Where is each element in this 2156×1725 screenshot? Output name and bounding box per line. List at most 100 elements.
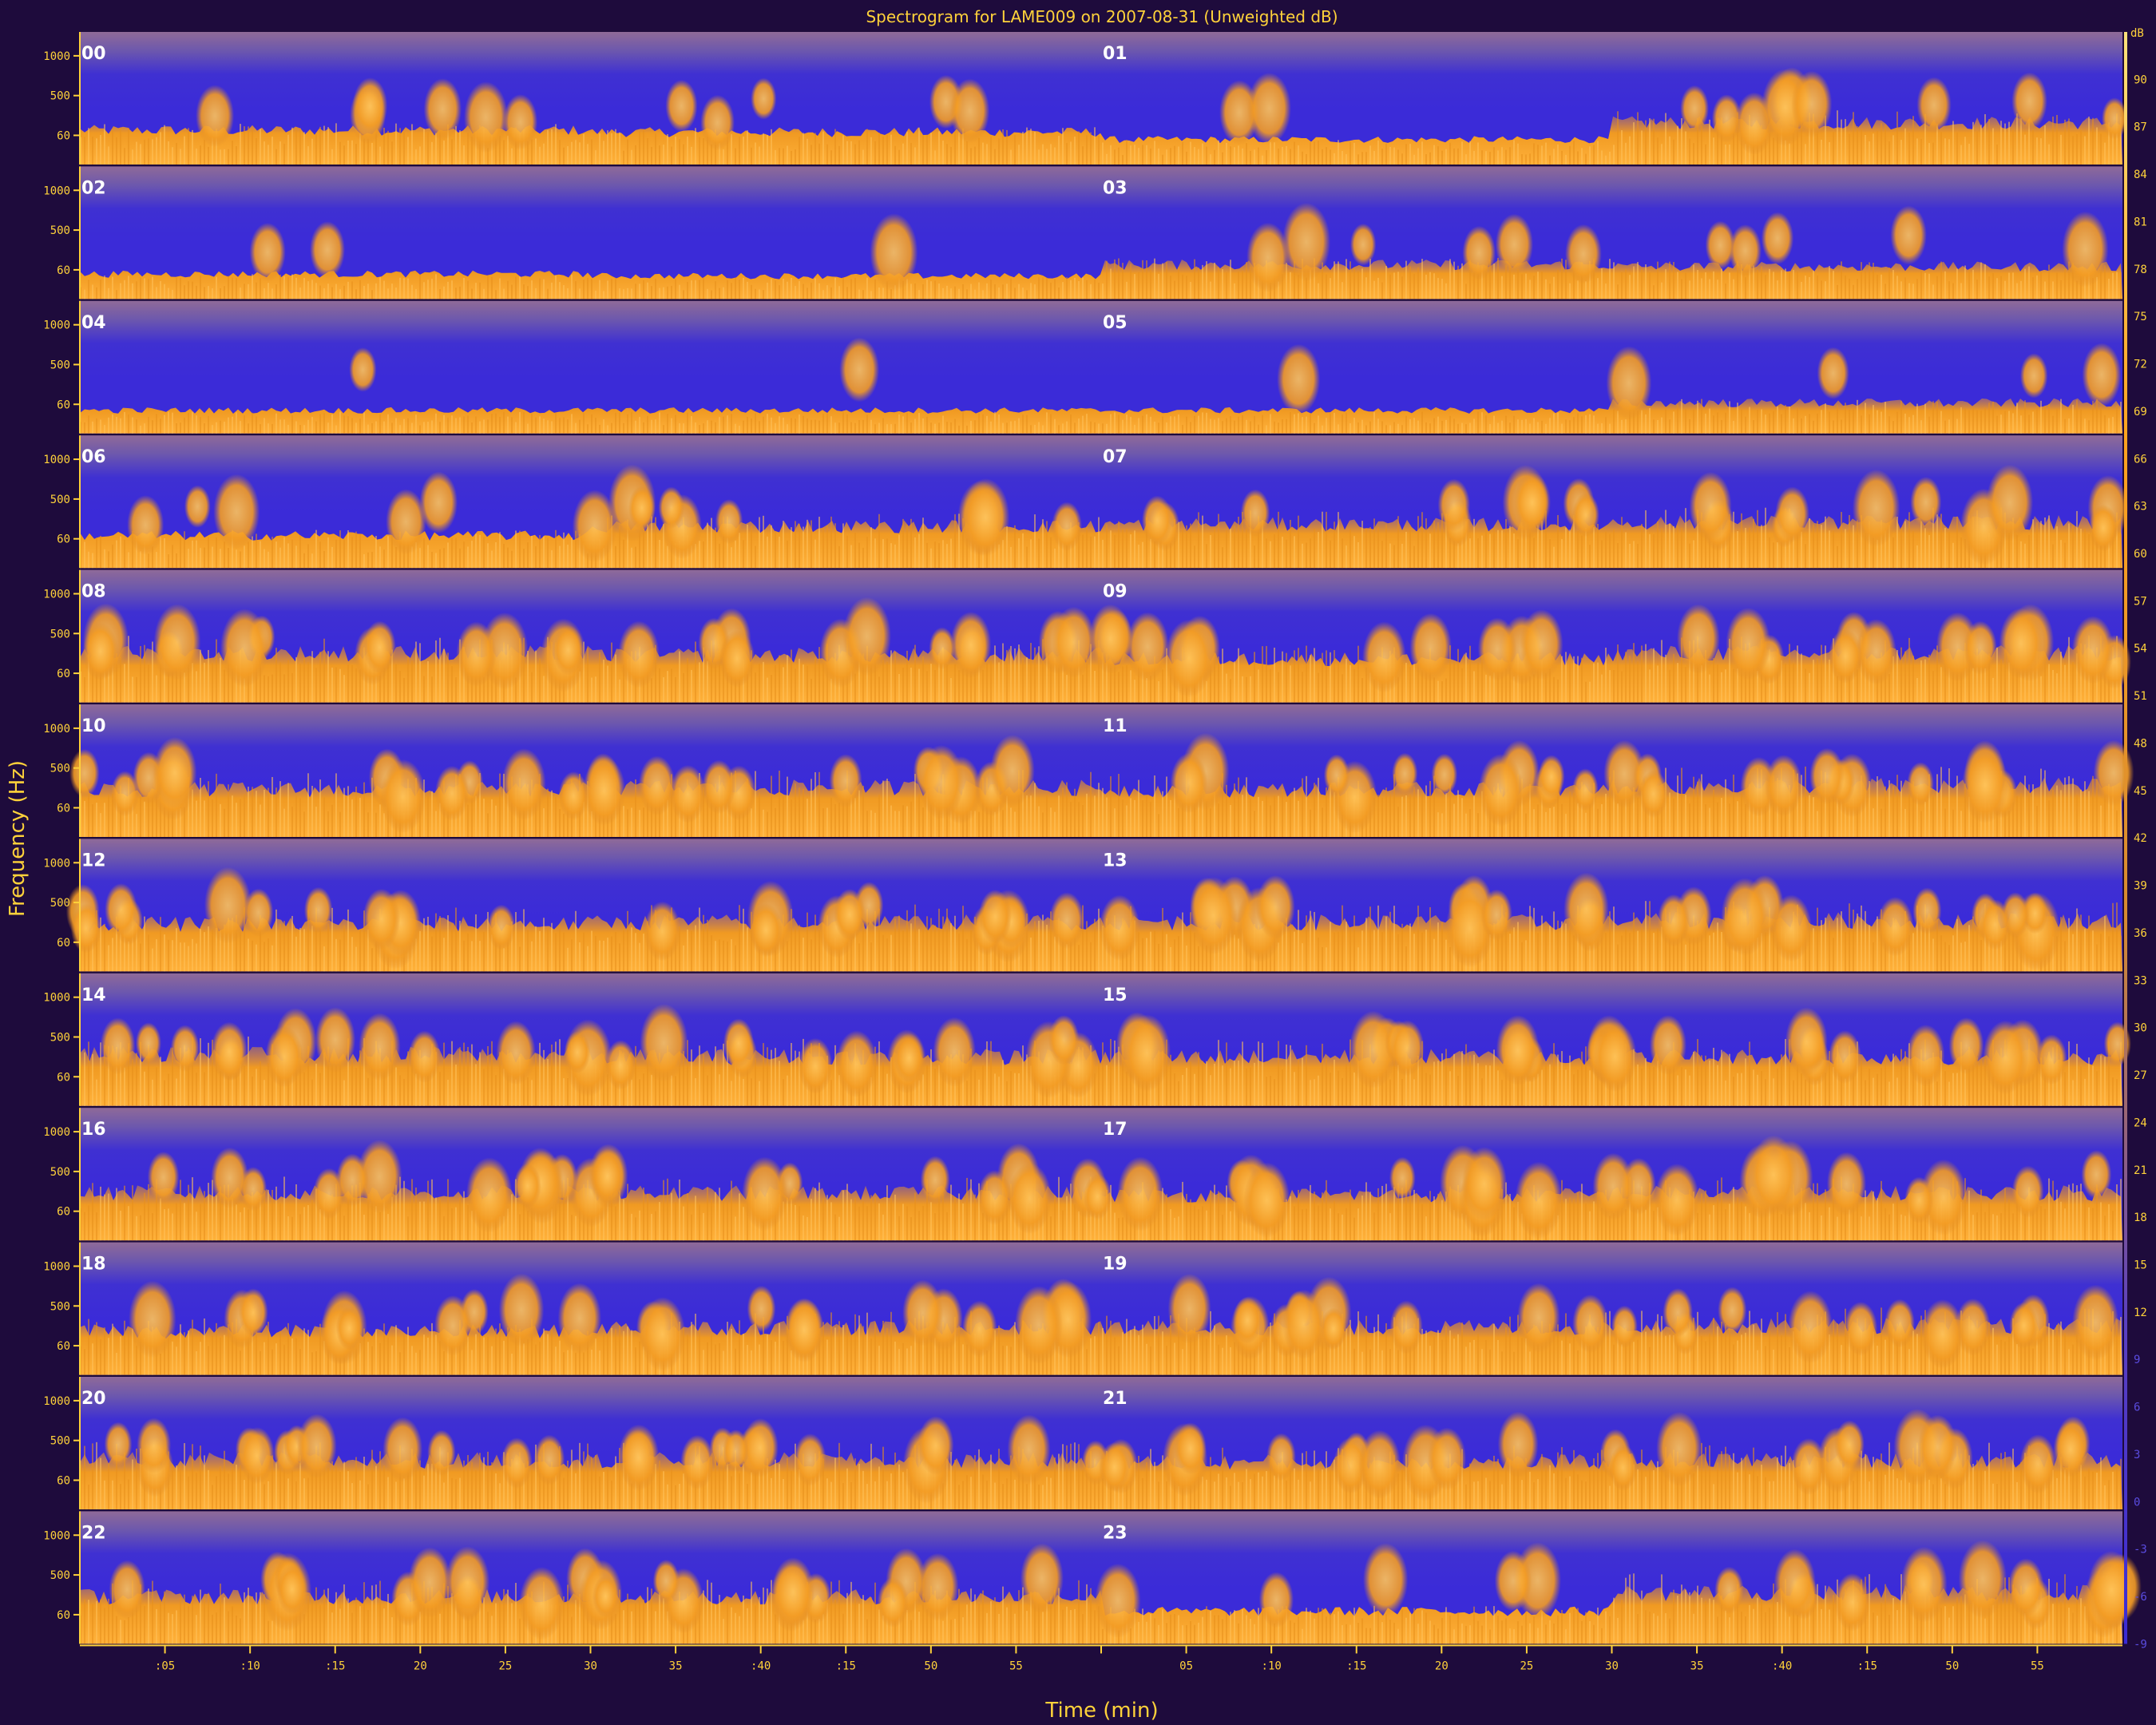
- energy-strand: [2064, 1208, 2066, 1241]
- energy-strand: [160, 537, 161, 569]
- energy-strand: [1437, 278, 1439, 299]
- energy-strand: [1290, 149, 1291, 165]
- burst-mark: [1392, 752, 1418, 795]
- energy-strand: [144, 139, 145, 165]
- energy-strand: [283, 808, 285, 837]
- energy-strand: [1054, 147, 1056, 165]
- energy-strand: [1194, 545, 1195, 569]
- energy-strand: [463, 541, 465, 569]
- energy-strand: [894, 145, 896, 165]
- energy-strand: [104, 425, 105, 434]
- energy-strand: [96, 1212, 97, 1241]
- energy-strand: [1401, 796, 1403, 837]
- energy-strand: [471, 137, 473, 165]
- energy-strand: [295, 127, 297, 165]
- energy-strand: [244, 545, 245, 569]
- energy-strand: [1162, 416, 1163, 434]
- energy-strand: [463, 1191, 465, 1241]
- energy-strand: [1517, 1201, 1519, 1241]
- energy-strand: [950, 923, 952, 972]
- energy-strand: [431, 936, 433, 972]
- energy-strand: [1908, 133, 1910, 165]
- energy-strand: [2088, 915, 2090, 972]
- energy-strand: [2116, 902, 2118, 972]
- energy-strand: [447, 417, 449, 434]
- energy-strand: [172, 545, 173, 569]
- energy-strand: [767, 282, 768, 299]
- energy-strand: [275, 648, 277, 703]
- energy-strand: [1082, 415, 1084, 434]
- energy-strand: [1441, 813, 1443, 837]
- energy-strand: [1801, 1188, 1802, 1241]
- energy-strand: [1797, 1059, 1798, 1106]
- energy-strand: [1645, 120, 1647, 165]
- energy-strand: [1210, 281, 1211, 299]
- energy-strand: [1641, 130, 1643, 165]
- energy-strand: [128, 276, 129, 299]
- energy-strand: [136, 923, 137, 972]
- energy-strand: [771, 525, 772, 569]
- energy-strand: [575, 1215, 577, 1241]
- energy-strand: [1741, 264, 1742, 299]
- energy-strand: [1433, 418, 1435, 434]
- energy-strand: [1473, 272, 1475, 299]
- energy-strand: [1409, 666, 1411, 703]
- energy-strand: [1509, 659, 1511, 703]
- energy-strand: [1565, 923, 1567, 972]
- energy-strand: [387, 1214, 389, 1241]
- energy-strand: [136, 1215, 137, 1241]
- energy-strand: [1924, 904, 1926, 972]
- energy-strand: [1006, 650, 1008, 703]
- energy-strand: [2052, 1180, 2054, 1241]
- energy-strand: [1833, 132, 1834, 165]
- energy-strand: [719, 1074, 720, 1106]
- energy-strand: [2108, 936, 2110, 972]
- energy-strand: [1242, 1041, 1243, 1106]
- energy-strand: [974, 544, 976, 569]
- energy-strand: [631, 411, 632, 434]
- energy-strand: [703, 541, 704, 569]
- energy-strand: [1793, 270, 1794, 299]
- energy-strand: [1174, 280, 1175, 299]
- energy-strand: [228, 149, 229, 165]
- energy-strand: [1417, 1196, 1419, 1241]
- energy-strand: [1246, 777, 1247, 837]
- energy-strand: [1837, 1216, 1838, 1241]
- energy-strand: [1569, 926, 1571, 972]
- energy-strand: [1417, 420, 1419, 434]
- energy-strand: [128, 552, 129, 569]
- energy-strand: [1186, 525, 1187, 569]
- energy-strand: [1545, 142, 1547, 165]
- energy-strand: [2012, 658, 2014, 703]
- energy-strand: [727, 672, 728, 703]
- energy-strand: [970, 810, 972, 837]
- energy-strand: [1665, 406, 1667, 434]
- energy-strand: [1529, 1081, 1531, 1106]
- burst-mark: [2035, 1034, 2067, 1085]
- energy-strand: [599, 280, 600, 299]
- energy-strand: [1689, 1075, 1690, 1106]
- energy-strand: [1956, 132, 1958, 165]
- energy-strand: [1637, 1209, 1639, 1241]
- energy-strand: [1198, 1052, 1199, 1106]
- energy-strand: [1877, 130, 1878, 165]
- energy-strand: [1849, 514, 1850, 569]
- energy-strand: [1481, 412, 1483, 434]
- energy-strand: [1322, 262, 1323, 299]
- energy-strand: [1865, 271, 1866, 299]
- energy-strand: [978, 940, 980, 972]
- energy-strand: [1397, 676, 1399, 703]
- energy-strand: [1637, 112, 1639, 165]
- energy-strand: [228, 661, 229, 703]
- energy-strand: [894, 285, 896, 299]
- energy-strand: [1306, 153, 1307, 165]
- energy-strand: [1270, 414, 1271, 434]
- energy-strand: [1074, 1204, 1076, 1241]
- energy-strand: [1154, 930, 1155, 972]
- energy-strand: [188, 1184, 189, 1241]
- energy-strand: [1869, 1216, 1870, 1241]
- energy-strand: [1817, 413, 1818, 434]
- energy-strand: [479, 282, 481, 299]
- energy-strand: [116, 540, 117, 569]
- energy-strand: [990, 1041, 992, 1106]
